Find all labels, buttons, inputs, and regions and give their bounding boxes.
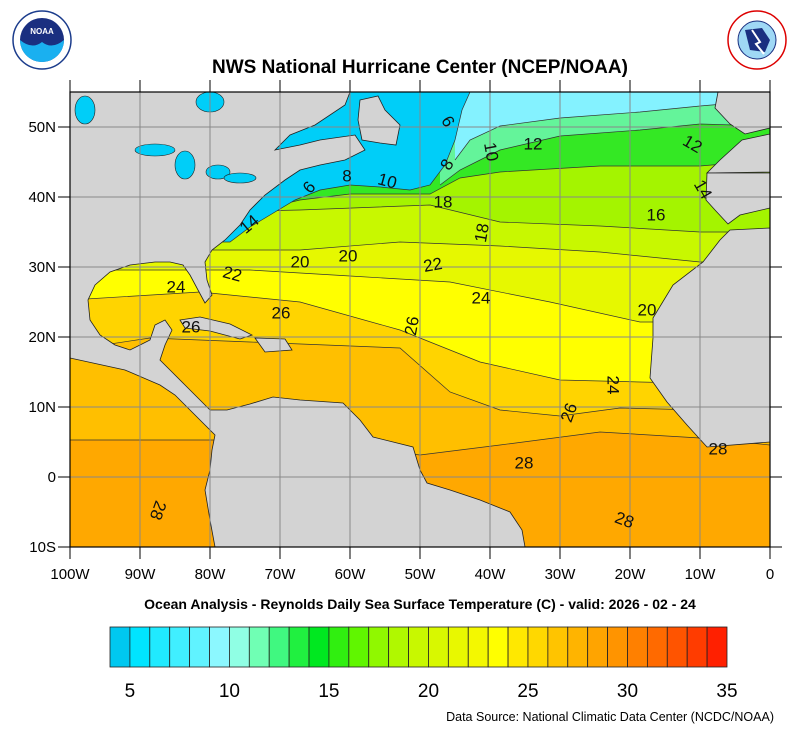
colorbar-cell	[567, 626, 589, 668]
land-iberia	[705, 172, 770, 225]
contour-label: 28	[709, 439, 728, 458]
lon-label: 70W	[265, 566, 297, 583]
contour-label: 20	[339, 246, 358, 265]
colorbar-cell	[646, 626, 668, 668]
colorbar-cell	[627, 626, 648, 668]
lat-label: 30N	[28, 259, 56, 276]
noaa-logo: NOAA	[12, 10, 72, 70]
colorbar-cell	[408, 626, 429, 668]
contour-label: 12	[524, 134, 543, 153]
lake	[74, 95, 96, 125]
contour-label: 26	[182, 317, 201, 336]
contour-label: 24	[604, 376, 623, 395]
colorbar-cell	[507, 626, 529, 668]
contour-label: 24	[167, 277, 186, 296]
colorbar-cell	[308, 626, 330, 668]
colorbar-cell	[547, 626, 569, 668]
colorbar-cell	[268, 626, 290, 668]
sst-band	[455, 92, 770, 160]
lon-label: 10W	[685, 566, 717, 583]
contour-label: 20	[291, 252, 310, 271]
isotherm-line	[70, 337, 770, 417]
colorbar-cell	[428, 626, 449, 668]
colorbar-cell	[467, 626, 489, 668]
land-americas	[70, 92, 526, 547]
colorbar-label: 25	[517, 681, 538, 702]
colorbar-label: 20	[418, 681, 439, 702]
colorbar-cell	[189, 626, 210, 668]
colorbar-cell	[666, 626, 688, 668]
contour-label: 8	[342, 166, 351, 185]
colorbar-cell	[248, 626, 270, 668]
land-france	[706, 133, 770, 174]
lon-label: 0	[766, 566, 774, 583]
lon-label: 30W	[545, 566, 577, 583]
contour-label: 26	[272, 303, 291, 322]
contour-label: 26	[401, 315, 423, 337]
lake	[205, 164, 231, 180]
colorbar-cell	[527, 626, 549, 668]
colorbar-cell	[328, 626, 350, 668]
colorbar-cell	[129, 626, 151, 668]
data-source: Data Source: National Climatic Data Cent…	[446, 710, 774, 724]
lon-label: 90W	[125, 566, 157, 583]
colorbar: 5 10 15 20 25 30 35	[109, 626, 738, 702]
colorbar-cell	[487, 626, 509, 668]
land-hispaniola	[254, 337, 293, 353]
colorbar-label: 5	[125, 681, 136, 702]
contour-label: 22	[422, 254, 444, 276]
colorbar-cell	[348, 626, 370, 668]
colorbar-cell	[388, 626, 409, 668]
contour-label: 22	[221, 262, 244, 285]
nws-logo	[727, 10, 787, 70]
colorbar-cell	[209, 626, 230, 668]
lat-label: 50N	[28, 119, 56, 136]
isotherm-line	[70, 291, 770, 386]
lon-label: 100W	[50, 566, 90, 583]
lat-label: 10S	[29, 539, 56, 556]
chart-title: NWS National Hurricane Center (NCEP/NOAA…	[212, 57, 628, 78]
colorbar-cell	[686, 626, 708, 668]
contour-label: 16	[647, 205, 666, 224]
lon-label: 20W	[615, 566, 647, 583]
contour-label: 24	[472, 288, 491, 307]
contour-label: 20	[638, 300, 657, 319]
colorbar-label: 30	[617, 681, 638, 702]
colorbar-cell	[447, 626, 469, 668]
lake	[134, 143, 176, 157]
contour-label: 18	[434, 192, 453, 211]
colorbar-cell	[169, 626, 191, 668]
contour-label: 18	[471, 222, 493, 244]
colorbar-cell	[607, 626, 628, 668]
map-subtitle: Ocean Analysis - Reynolds Daily Sea Surf…	[144, 596, 696, 612]
lon-label: 50W	[405, 566, 437, 583]
lake	[174, 150, 196, 180]
contour-label: 10	[480, 141, 502, 163]
colorbar-cell	[587, 626, 608, 668]
lon-label: 40W	[475, 566, 507, 583]
colorbar-cell	[109, 626, 131, 668]
lat-label: 20N	[28, 329, 56, 346]
colorbar-cell	[229, 626, 250, 668]
lon-label: 60W	[335, 566, 367, 583]
colorbar-cell	[368, 626, 390, 668]
noaa-logo-text: NOAA	[30, 27, 54, 36]
colorbar-cell	[149, 626, 171, 668]
colorbar-label: 10	[219, 681, 240, 702]
colorbar-cell	[288, 626, 310, 668]
colorbar-label: 15	[318, 681, 339, 702]
colorbar-label: 35	[716, 681, 737, 702]
lon-label: 80W	[195, 566, 227, 583]
lat-label: 40N	[28, 189, 56, 206]
colorbar-cell	[706, 626, 728, 668]
land-uk	[714, 92, 770, 135]
lat-label: 0	[48, 469, 56, 486]
lat-label: 10N	[28, 399, 56, 416]
contour-label: 10	[376, 169, 399, 192]
lake	[223, 172, 257, 184]
contour-label: 28	[515, 453, 534, 472]
isotherm-line	[70, 269, 770, 323]
